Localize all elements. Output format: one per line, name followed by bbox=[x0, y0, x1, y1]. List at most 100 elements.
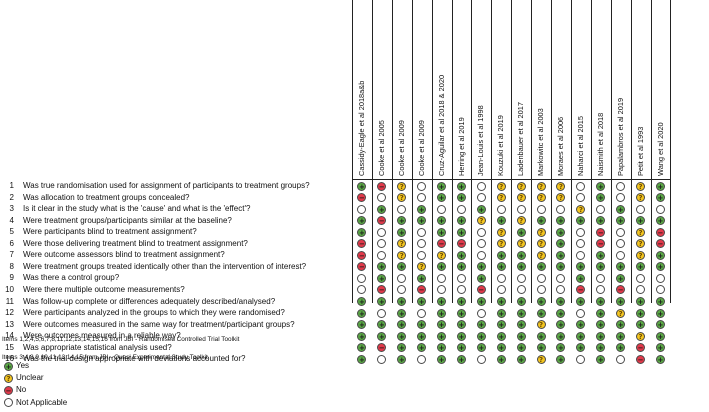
rating-yes-icon: + bbox=[576, 331, 586, 341]
rating-yes-icon: + bbox=[397, 227, 407, 237]
rating-no-icon: − bbox=[596, 239, 606, 249]
rating-not-applicable-icon bbox=[496, 273, 506, 283]
question-number: 15 bbox=[5, 342, 14, 352]
rating-yes-icon: + bbox=[496, 320, 506, 330]
rating-yes-icon: + bbox=[655, 354, 665, 364]
rating-yes-icon: + bbox=[357, 227, 367, 237]
rating-not-applicable-icon bbox=[576, 193, 586, 203]
rating-yes-icon: + bbox=[556, 216, 566, 226]
rating-yes-icon: + bbox=[456, 308, 466, 318]
rating-not-applicable-icon bbox=[616, 193, 626, 203]
rating-not-applicable-icon bbox=[377, 354, 387, 364]
rating-yes-icon: + bbox=[516, 262, 526, 272]
rating-yes-icon: + bbox=[377, 297, 387, 306]
rating-yes-icon: + bbox=[357, 297, 367, 306]
legend-not-applicable-icon bbox=[4, 398, 13, 408]
rating-yes-icon: + bbox=[357, 343, 367, 353]
rating-yes-icon: + bbox=[616, 331, 626, 341]
rating-yes-icon: + bbox=[516, 250, 526, 260]
rating-yes-icon: + bbox=[655, 320, 665, 330]
rating-yes-icon: + bbox=[596, 297, 606, 306]
rating-yes-icon: + bbox=[616, 273, 626, 283]
rating-yes-icon: + bbox=[417, 343, 427, 353]
rating-unclear-icon: ? bbox=[397, 250, 407, 260]
question-number: 11 bbox=[5, 296, 14, 306]
rating-yes-icon: + bbox=[357, 331, 367, 341]
rating-not-applicable-icon bbox=[616, 227, 626, 237]
rating-yes-icon: + bbox=[397, 320, 407, 330]
rating-yes-icon: + bbox=[476, 331, 486, 341]
rating-yes-icon: + bbox=[496, 262, 506, 272]
column-divider bbox=[590, 0, 592, 303]
column-divider bbox=[610, 0, 612, 303]
rating-unclear-icon: ? bbox=[636, 181, 646, 191]
rating-yes-icon: + bbox=[456, 216, 466, 226]
rating-yes-icon: + bbox=[636, 308, 646, 318]
rating-unclear-icon: ? bbox=[556, 193, 566, 203]
rating-yes-icon: + bbox=[556, 239, 566, 249]
rating-not-applicable-icon bbox=[476, 181, 486, 191]
question-number: 6 bbox=[9, 238, 14, 248]
study-column-header: Naismith et al 2018 bbox=[595, 112, 605, 176]
rating-not-applicable-icon bbox=[377, 227, 387, 237]
column-divider bbox=[650, 0, 652, 303]
rating-unclear-icon: ? bbox=[516, 181, 526, 191]
rating-not-applicable-icon bbox=[576, 239, 586, 249]
rating-not-applicable-icon bbox=[456, 204, 466, 214]
rating-no-icon: − bbox=[476, 285, 486, 295]
rating-yes-icon: + bbox=[655, 181, 665, 191]
rating-yes-icon: + bbox=[556, 320, 566, 330]
rating-not-applicable-icon bbox=[417, 308, 427, 318]
rating-yes-icon: + bbox=[636, 320, 646, 330]
question-text: Were treatment groups/participants simil… bbox=[23, 215, 232, 225]
rating-yes-icon: + bbox=[655, 262, 665, 272]
rating-not-applicable-icon bbox=[417, 193, 427, 203]
rating-unclear-icon: ? bbox=[437, 250, 447, 260]
rating-not-applicable-icon bbox=[476, 308, 486, 318]
rating-no-icon: − bbox=[377, 343, 387, 353]
rating-yes-icon: + bbox=[437, 193, 447, 203]
rating-yes-icon: + bbox=[596, 320, 606, 330]
rating-unclear-icon: ? bbox=[417, 262, 427, 272]
rating-yes-icon: + bbox=[576, 273, 586, 283]
rating-yes-icon: + bbox=[377, 320, 387, 330]
question-text: Were participants blind to treatment ass… bbox=[23, 227, 197, 237]
rating-not-applicable-icon bbox=[576, 354, 586, 364]
rating-yes-icon: + bbox=[397, 216, 407, 226]
toolkit-note: Items 1,2,4,5,6,7,8,11,12,13,14,15,16 fr… bbox=[2, 336, 240, 343]
rating-not-applicable-icon bbox=[476, 193, 486, 203]
rating-not-applicable-icon bbox=[377, 250, 387, 260]
rating-unclear-icon: ? bbox=[576, 204, 586, 214]
question-text: Were outcome assessors blind to treatmen… bbox=[23, 250, 225, 260]
rating-yes-icon: + bbox=[397, 343, 407, 353]
rating-yes-icon: + bbox=[437, 297, 447, 306]
question-text: Were outcomes measured in a reliable way… bbox=[23, 331, 181, 341]
rating-yes-icon: + bbox=[357, 181, 367, 191]
rating-yes-icon: + bbox=[576, 297, 586, 306]
rating-yes-icon: + bbox=[377, 331, 387, 341]
question-text: Were treatment groups treated identicall… bbox=[23, 261, 307, 271]
rating-yes-icon: + bbox=[596, 354, 606, 364]
rating-no-icon: − bbox=[417, 285, 427, 295]
rating-yes-icon: + bbox=[437, 308, 447, 318]
rating-yes-icon: + bbox=[496, 297, 506, 306]
rating-yes-icon: + bbox=[536, 262, 546, 272]
question-number: 9 bbox=[9, 273, 14, 283]
rating-no-icon: − bbox=[655, 227, 665, 237]
rating-yes-icon: + bbox=[476, 262, 486, 272]
column-divider bbox=[511, 0, 513, 303]
rating-yes-icon: + bbox=[616, 262, 626, 272]
question-text: Were those delivering treatment blind to… bbox=[23, 238, 248, 248]
column-divider bbox=[670, 0, 672, 303]
rating-yes-icon: + bbox=[496, 216, 506, 226]
rating-unclear-icon: ? bbox=[536, 239, 546, 249]
rating-yes-icon: + bbox=[417, 331, 427, 341]
rating-unclear-icon: ? bbox=[397, 181, 407, 191]
legend-yes-icon: + bbox=[4, 361, 13, 371]
rating-not-applicable-icon bbox=[516, 204, 526, 214]
rating-not-applicable-icon bbox=[357, 273, 367, 283]
rating-not-applicable-icon bbox=[576, 308, 586, 318]
rating-yes-icon: + bbox=[417, 273, 427, 283]
legend-no-icon: − bbox=[4, 385, 13, 395]
question-number: 13 bbox=[5, 319, 14, 329]
